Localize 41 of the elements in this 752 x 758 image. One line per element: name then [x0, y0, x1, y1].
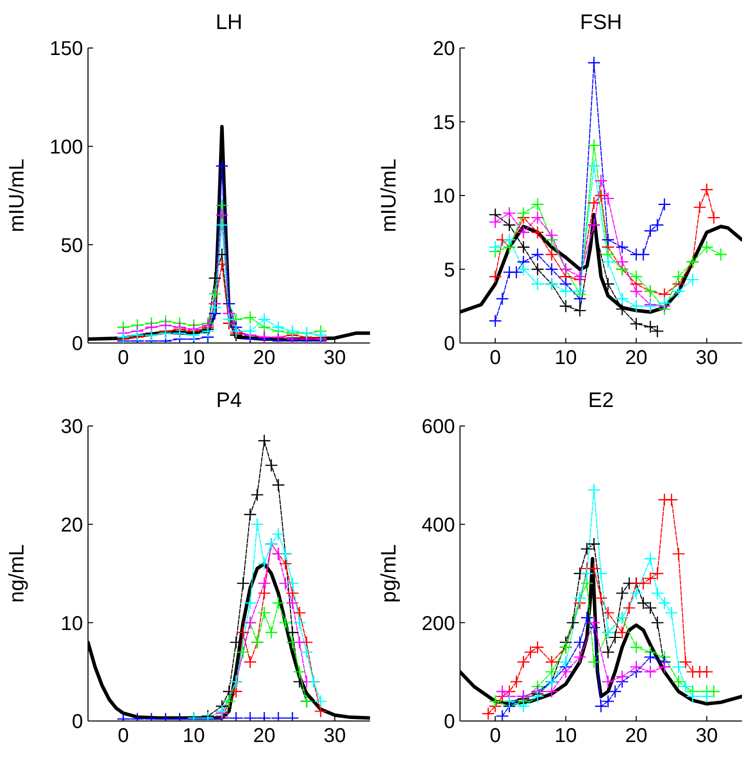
x-tick-label: 30 [324, 347, 346, 370]
x-tick-label: 20 [253, 725, 276, 748]
x-tick-label: 10 [182, 725, 205, 748]
y-tick-label: 10 [60, 612, 83, 635]
x-tick-label: 0 [490, 725, 501, 748]
y-tick-label: 0 [444, 711, 455, 734]
x-tick-label: 10 [182, 347, 205, 370]
y-tick-label: 50 [60, 234, 83, 257]
x-tick-label: 20 [625, 725, 648, 748]
y-tick-label: 10 [432, 186, 455, 208]
y-tick-label: 5 [444, 259, 455, 282]
x-tick-label: 10 [554, 725, 577, 748]
x-tick-label: 20 [625, 347, 648, 370]
x-tick-label: 10 [554, 347, 577, 370]
y-tick-label: 0 [72, 711, 83, 734]
chart-title: P4 [215, 388, 243, 414]
y-tick-label: 30 [60, 416, 83, 438]
y-tick-label: 0 [444, 333, 455, 356]
x-tick-label: 30 [696, 347, 718, 370]
x-tick-label: 30 [324, 725, 346, 748]
y-axis-title: pg/mL [377, 544, 400, 603]
y-tick-label: 20 [60, 514, 83, 536]
y-tick-label: 20 [432, 38, 455, 60]
chart-title: LH [214, 10, 244, 36]
x-tick-label: 0 [118, 347, 129, 370]
x-tick-label: 20 [253, 347, 276, 370]
y-tick-label: 400 [422, 514, 455, 536]
y-axis-title: ng/mL [5, 544, 28, 603]
x-tick-label: 30 [696, 725, 718, 748]
chart-title: E2 [587, 388, 615, 414]
y-tick-label: 100 [50, 136, 83, 158]
x-tick-label: 0 [118, 725, 129, 748]
y-tick-label: 600 [422, 416, 455, 438]
x-tick-label: 0 [490, 347, 501, 370]
y-axis-title: mIU/mL [377, 158, 400, 232]
y-axis-title: mIU/mL [5, 158, 28, 232]
y-tick-label: 0 [72, 333, 83, 356]
y-tick-label: 15 [432, 112, 455, 134]
chart-title: FSH [579, 10, 623, 36]
y-tick-label: 200 [422, 612, 455, 635]
y-tick-label: 150 [50, 38, 83, 60]
